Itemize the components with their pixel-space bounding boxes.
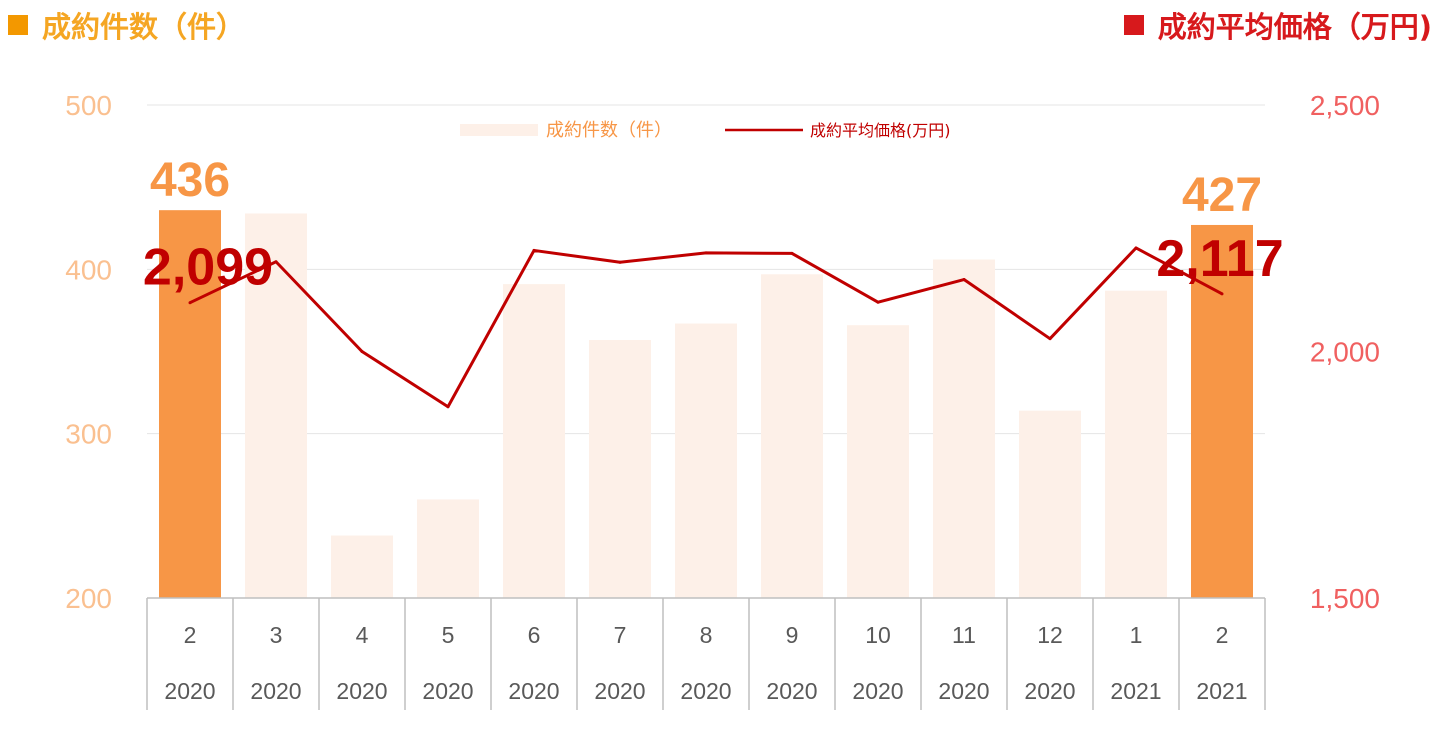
line-point	[1048, 337, 1052, 341]
x-year-label: 2020	[766, 678, 817, 704]
bar	[245, 213, 307, 598]
x-year-label: 2020	[938, 678, 989, 704]
right-axis-title-text: 成約平均価格（万円)	[1157, 10, 1432, 44]
x-year-label: 2020	[336, 678, 387, 704]
line-point	[876, 300, 880, 304]
legend-bar-label: 成約件数（件）	[546, 120, 672, 141]
x-tick-label: 8	[700, 622, 713, 648]
x-tick-label: 2	[1216, 622, 1229, 648]
bar	[503, 284, 565, 598]
x-tick-label: 5	[442, 622, 455, 648]
legend-line-label: 成約平均価格(万円)	[810, 121, 951, 140]
right-tick-label: 2,000	[1310, 337, 1380, 368]
line-point	[360, 350, 364, 353]
bar	[1019, 410, 1081, 598]
legend-bar-swatch	[460, 124, 538, 136]
x-tick-label: 1	[1130, 622, 1143, 648]
x-year-label: 2020	[680, 678, 731, 704]
line-point	[274, 260, 278, 264]
bar	[761, 274, 823, 598]
x-year-label: 2021	[1196, 678, 1247, 704]
bar	[417, 499, 479, 598]
line-point	[618, 260, 622, 264]
bar	[847, 325, 909, 598]
x-tick-label: 2	[184, 622, 197, 648]
orange-square-icon	[8, 15, 28, 35]
x-year-label: 2020	[164, 678, 215, 704]
right-tick-label: 1,500	[1310, 583, 1380, 614]
line-point	[790, 251, 794, 255]
data-label: 427	[1182, 169, 1262, 222]
bar	[675, 323, 737, 598]
left-tick-label: 200	[65, 583, 112, 614]
x-year-label: 2020	[852, 678, 903, 704]
data-label: 436	[150, 154, 230, 207]
right-tick-label: 2,500	[1310, 90, 1380, 121]
data-label: 2,099	[143, 239, 273, 297]
line-point	[962, 278, 966, 282]
bar	[331, 535, 393, 598]
x-year-label: 2021	[1110, 678, 1161, 704]
bar	[1191, 224, 1253, 599]
x-year-label: 2020	[1024, 678, 1075, 704]
x-tick-label: 12	[1037, 622, 1063, 648]
x-tick-label: 6	[528, 622, 541, 648]
left-tick-label: 500	[65, 90, 112, 121]
bar	[1105, 290, 1167, 598]
bar	[933, 259, 995, 598]
x-tick-label: 7	[614, 622, 627, 648]
bar	[159, 210, 221, 598]
x-year-label: 2020	[508, 678, 559, 704]
line-point	[704, 251, 708, 255]
x-year-label: 2020	[594, 678, 645, 704]
x-tick-label: 3	[270, 622, 283, 648]
x-year-label: 2020	[422, 678, 473, 704]
left-axis-title: 成約件数（件）	[8, 4, 245, 46]
bar	[589, 339, 651, 598]
line-point	[1220, 292, 1224, 296]
left-tick-label: 300	[65, 419, 112, 450]
line-point	[446, 405, 450, 409]
line-point	[532, 248, 536, 252]
x-tick-label: 4	[356, 622, 369, 648]
x-tick-label: 9	[786, 622, 799, 648]
x-tick-label: 10	[865, 622, 891, 648]
line-point	[188, 301, 192, 305]
left-axis-title-text: 成約件数（件）	[42, 10, 246, 44]
x-year-label: 2020	[250, 678, 301, 704]
red-square-icon	[1123, 15, 1144, 35]
right-axis-title: 成約平均価格（万円)	[1123, 4, 1432, 46]
line-point	[1134, 246, 1138, 250]
left-tick-label: 400	[65, 254, 112, 285]
data-label: 2,117	[1156, 230, 1283, 288]
x-tick-label: 11	[952, 622, 976, 648]
